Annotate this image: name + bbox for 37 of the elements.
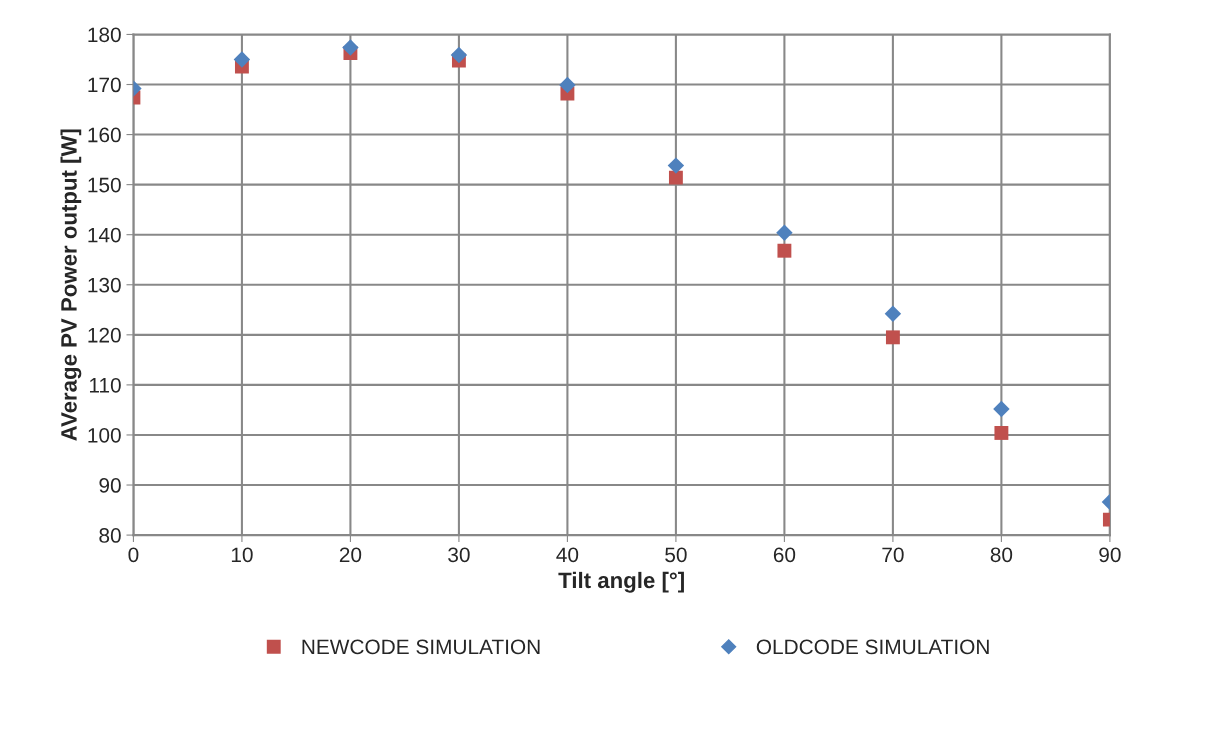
point bbox=[450, 46, 468, 64]
y-tick-label: 150 bbox=[88, 177, 121, 193]
point bbox=[994, 426, 1009, 440]
point bbox=[993, 400, 1010, 418]
x-tick-label: 0 bbox=[128, 547, 139, 563]
x-tick-label: 90 bbox=[1099, 547, 1121, 563]
y-tick-label: 160 bbox=[88, 127, 121, 143]
point bbox=[559, 76, 576, 94]
point bbox=[667, 157, 685, 174]
x-tick-label: 70 bbox=[882, 547, 904, 563]
x-tick-label: 40 bbox=[556, 547, 579, 563]
y-tick-label: 170 bbox=[88, 77, 121, 93]
y-tick-label: 180 bbox=[88, 27, 121, 43]
y-tick-label: 80 bbox=[99, 528, 121, 543]
y-tick-label: 100 bbox=[88, 427, 121, 443]
point bbox=[776, 224, 793, 241]
legend-label: OLDCODE SIMULATION bbox=[756, 639, 989, 655]
point bbox=[885, 330, 900, 345]
x-tick-label: 30 bbox=[448, 547, 470, 563]
x-axis-title: Tilt angle [°] bbox=[558, 571, 684, 593]
point bbox=[342, 39, 359, 56]
y-axis-title: AVerage PV Power output [W] bbox=[60, 129, 82, 441]
x-tick-label: 20 bbox=[339, 547, 362, 563]
x-tick-label: 60 bbox=[773, 547, 796, 563]
y-tick-label: 90 bbox=[99, 478, 121, 493]
x-tick-label: 80 bbox=[990, 547, 1013, 563]
y-tick-label: 140 bbox=[88, 227, 121, 243]
point bbox=[884, 305, 902, 323]
point bbox=[233, 51, 251, 68]
legend-label: NEWCODE SIMULATION bbox=[302, 639, 540, 655]
point bbox=[777, 243, 792, 258]
y-tick-label: 130 bbox=[88, 277, 121, 293]
x-tick-label: 10 bbox=[231, 547, 253, 563]
y-tick-label: 110 bbox=[89, 377, 121, 393]
x-tick-label: 50 bbox=[665, 547, 687, 563]
y-tick-label: 120 bbox=[88, 327, 121, 343]
point bbox=[668, 170, 683, 185]
